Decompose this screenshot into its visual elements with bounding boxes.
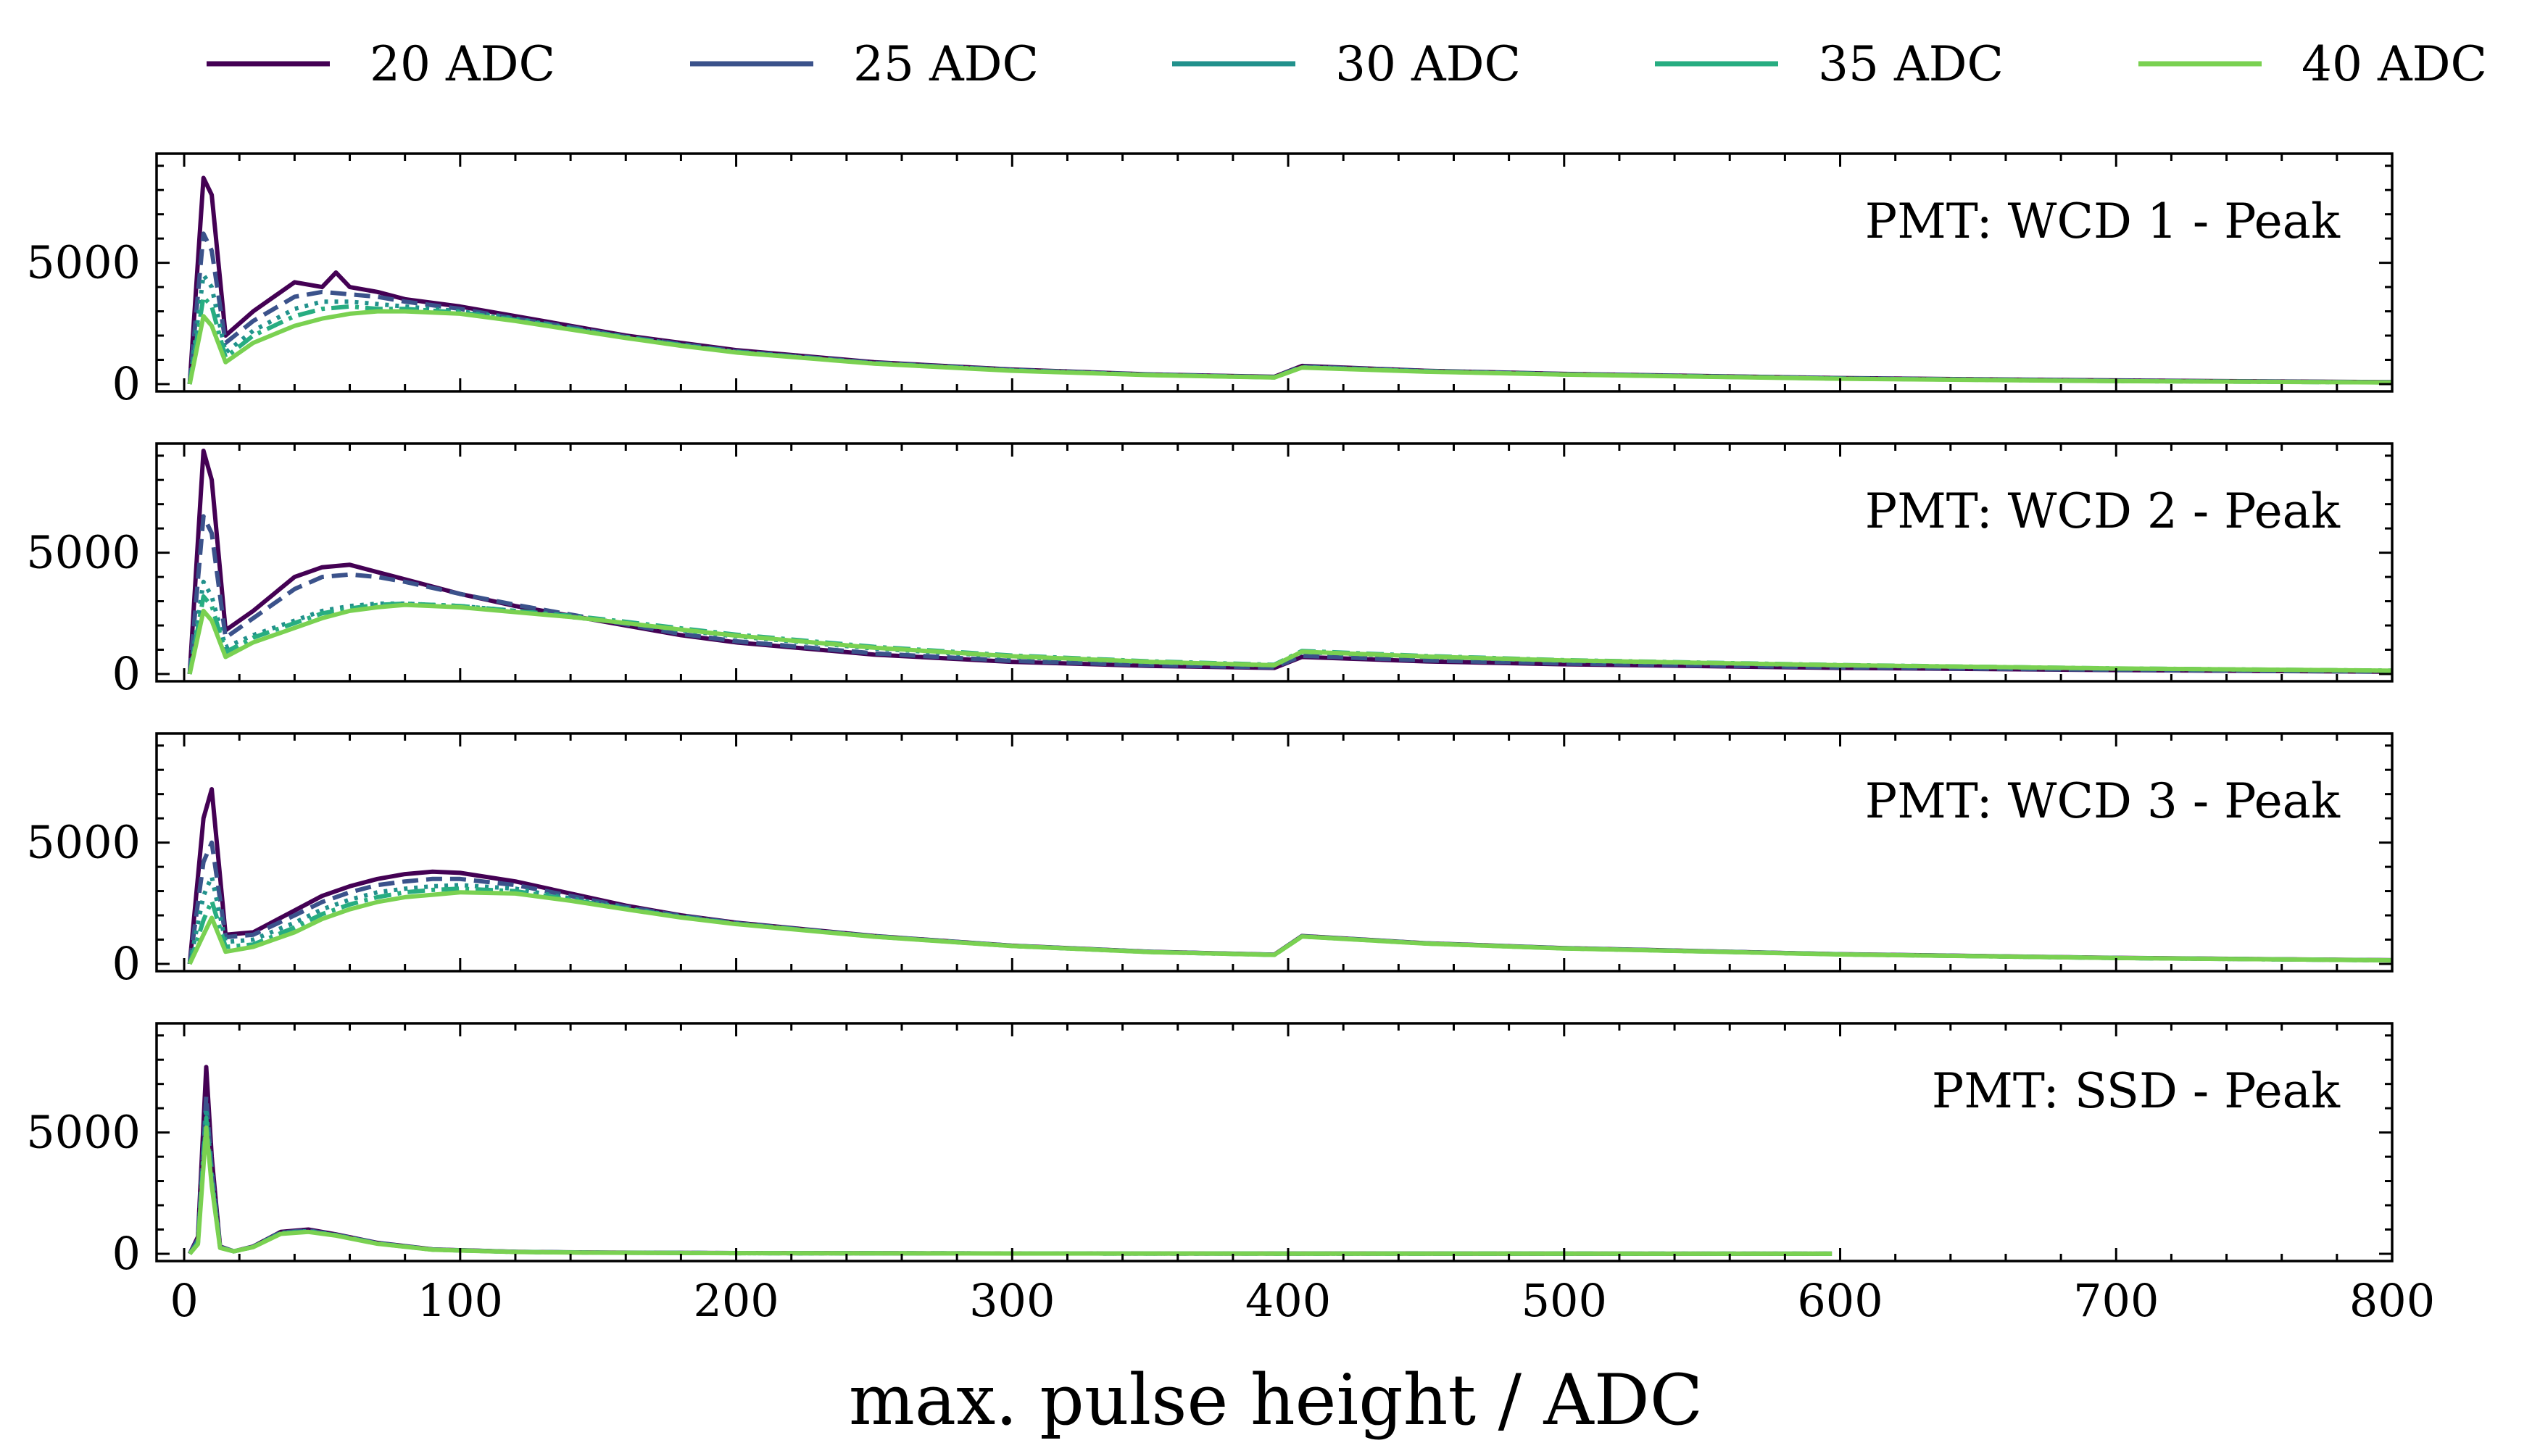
panel-frame	[155, 1022, 2394, 1262]
legend: 20 ADC 25 ADC 30 ADC 35 ADC 40 ADC	[207, 36, 2487, 92]
panel-frame	[155, 152, 2394, 393]
legend-entry-label: 40 ADC	[2302, 36, 2487, 92]
y-tick-label: 0	[112, 647, 141, 700]
x-axis-label: max. pulse height / ADC	[849, 1360, 1703, 1441]
x-tick-label: 300	[969, 1274, 1055, 1327]
panel-frame	[155, 732, 2394, 973]
panel-frame	[155, 442, 2394, 683]
y-tick-label: 5000	[26, 1106, 141, 1159]
panel: 0 5000 PMT: WCD 3 - Peak	[26, 732, 2394, 990]
legend-entry-label: 35 ADC	[1818, 36, 2004, 92]
x-tick-label: 100	[418, 1274, 503, 1327]
y-tick-label: 0	[112, 937, 141, 990]
series-line	[187, 890, 2392, 965]
legend-entry-label: 20 ADC	[370, 36, 555, 92]
y-tick-label: 5000	[26, 236, 141, 289]
series-line	[187, 602, 2392, 675]
x-tick-label: 600	[1797, 1274, 1883, 1327]
panel-label: PMT: SSD - Peak	[1932, 1063, 2341, 1119]
x-tick-label: 0	[170, 1274, 198, 1327]
y-tick-label: 5000	[26, 816, 141, 869]
x-tick-label: 500	[1522, 1274, 1607, 1327]
x-tick-label: 800	[2349, 1274, 2435, 1327]
y-tick-label: 0	[112, 1227, 141, 1280]
x-tick-label: 200	[693, 1274, 779, 1327]
panel: 0 5000 PMT: SSD - Peak 0 100 200 300 400 500 600 7…	[26, 1022, 2435, 1327]
series-line	[187, 294, 2392, 385]
x-tick-label: 400	[1245, 1274, 1331, 1327]
y-tick-label: 5000	[26, 526, 141, 579]
legend-entry-label: 25 ADC	[853, 36, 1039, 92]
panel-label: PMT: WCD 2 - Peak	[1865, 483, 2341, 539]
panel-label: PMT: WCD 3 - Peak	[1865, 773, 2341, 829]
x-tick-label: 700	[2073, 1274, 2159, 1327]
panel: 0 5000 PMT: WCD 1 - Peak	[26, 152, 2394, 410]
y-tick-label: 0	[112, 357, 141, 410]
series-line	[187, 309, 2392, 385]
panel: 0 5000 PMT: WCD 2 - Peak	[26, 442, 2394, 700]
legend-entry-label: 30 ADC	[1335, 36, 1521, 92]
panel-label: PMT: WCD 1 - Peak	[1865, 194, 2341, 249]
